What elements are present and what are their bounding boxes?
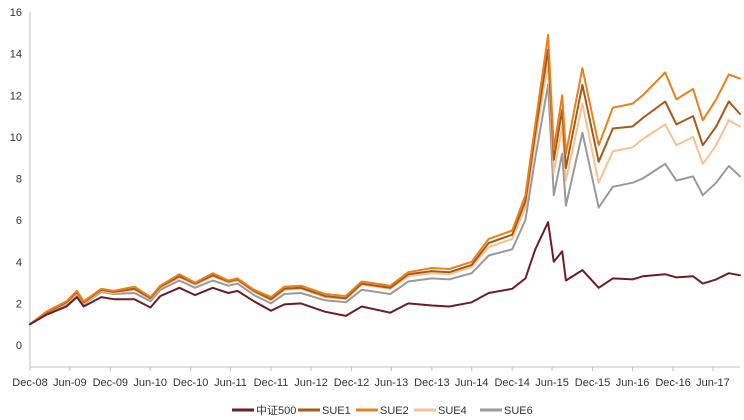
- x-tick-label: Dec-13: [414, 377, 449, 389]
- x-tick-label: Jun-17: [696, 377, 730, 389]
- legend-label: SUE1: [322, 405, 351, 417]
- x-tick-label: Dec-10: [173, 377, 208, 389]
- series-lines: [29, 33, 741, 326]
- x-tick-label: Jun-10: [133, 377, 167, 389]
- y-tick-label: 14: [10, 49, 22, 61]
- x-tick-label: Jun-16: [616, 377, 650, 389]
- y-axis-ticks: 0 2 4 6 8 10 12 14 16: [10, 7, 22, 352]
- x-tick-label: Dec-09: [93, 377, 128, 389]
- legend-label: 中证500: [256, 404, 296, 417]
- x-tick-label: Dec-11: [254, 377, 289, 389]
- x-tick-label: Jun-12: [294, 377, 328, 389]
- series-line-sue6: [29, 83, 741, 326]
- y-tick-label: 12: [10, 90, 22, 102]
- series-line-csi500: [29, 221, 741, 326]
- y-tick-label: 8: [16, 174, 22, 186]
- y-tick-label: 10: [10, 132, 22, 144]
- y-tick-label: 4: [16, 257, 22, 269]
- x-tick-label: Dec-16: [655, 377, 690, 389]
- x-tick-label: Jun-11: [214, 377, 247, 389]
- legend: 中证500 SUE1 SUE2 SUE4 SUE6: [232, 404, 533, 417]
- legend-label: SUE6: [504, 405, 533, 417]
- x-tick-label: Dec-14: [494, 377, 529, 389]
- x-tick-label: Dec-12: [334, 377, 369, 389]
- y-tick-label: 16: [10, 7, 22, 19]
- series-line-sue2: [29, 33, 741, 326]
- y-tick-label: 2: [16, 298, 22, 310]
- x-axis-ticks: Dec-08 Jun-09 Dec-09 Jun-10 Dec-10 Jun-11 Dec-…: [12, 367, 730, 389]
- y-tick-label: 6: [16, 215, 22, 227]
- y-tick-label: 0: [16, 340, 22, 352]
- legend-label: SUE2: [380, 405, 409, 417]
- series-line-sue1: [29, 48, 741, 326]
- legend-label: SUE4: [438, 405, 467, 417]
- x-tick-label: Jun-09: [53, 377, 87, 389]
- x-tick-label: Jun-15: [535, 377, 569, 389]
- x-tick-label: Jun-14: [455, 377, 489, 389]
- x-tick-label: Dec-08: [12, 377, 47, 389]
- x-tick-label: Dec-15: [575, 377, 610, 389]
- x-tick-label: Jun-13: [375, 377, 409, 389]
